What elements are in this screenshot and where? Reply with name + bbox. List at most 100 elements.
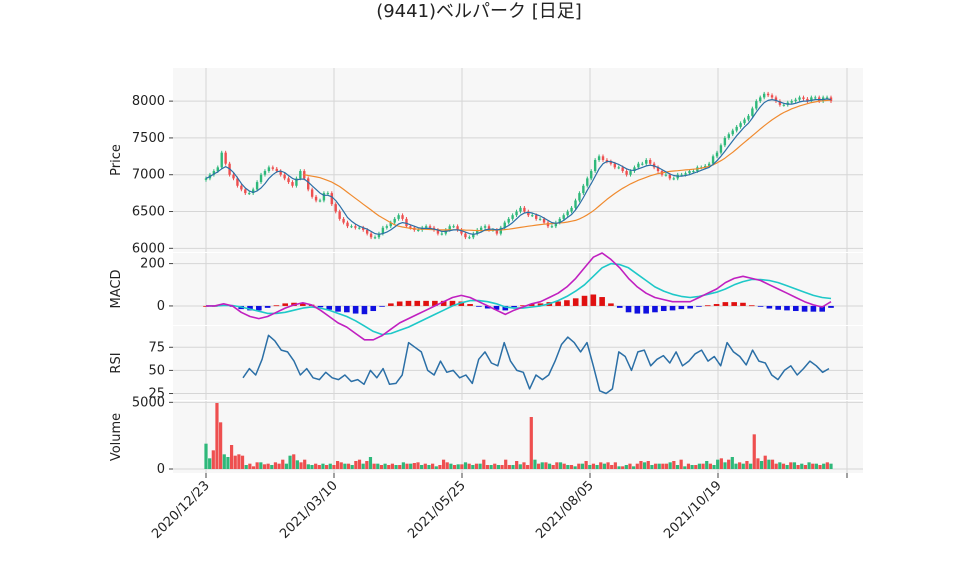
macd-hist-bar (344, 305, 350, 313)
volume-bar (763, 455, 767, 469)
x-tick-label: 2021/03/10 (277, 478, 341, 542)
macd-hist-bar (784, 305, 790, 311)
volume-bar (507, 465, 511, 469)
candle-body (747, 115, 750, 120)
volume-bar (240, 455, 245, 469)
candle-body (641, 163, 644, 165)
volume-bar (288, 455, 292, 469)
candle-body (263, 171, 267, 175)
macd-hist-bar (458, 301, 465, 306)
macd-hist-bar (423, 300, 429, 306)
volume-bar (317, 465, 321, 469)
y-tick-label: 5000 (132, 395, 165, 410)
chart-title: (9441)ベルパーク [日足] (376, 1, 582, 22)
candle-body (310, 189, 314, 197)
volume-bar (701, 463, 705, 469)
macd-hist-bar (590, 294, 597, 306)
volume-bar (719, 458, 723, 469)
y-axis-label: RSI (109, 352, 124, 373)
candle-body (334, 204, 337, 212)
volume-bar (339, 462, 343, 469)
volume-bar (759, 461, 764, 469)
volume-bar (610, 465, 614, 469)
macd-hist-bar (370, 305, 377, 312)
macd-hist-bar (731, 302, 737, 306)
volume-bar (463, 462, 468, 469)
candle-body (479, 227, 483, 230)
candle-body (814, 97, 817, 99)
volume-bar (529, 417, 533, 469)
macd-hist-bar (828, 305, 834, 308)
volume-bar (368, 457, 373, 469)
volume-bar (467, 463, 471, 469)
volume-bar (489, 465, 493, 469)
y-tick-label: 0 (157, 462, 165, 477)
volume-bar (668, 462, 672, 469)
macd-hist-bar (493, 305, 500, 310)
macd-hist-bar (361, 305, 368, 315)
volume-bar (299, 462, 303, 469)
volume-bar (650, 465, 654, 469)
candle-body (342, 218, 345, 223)
candle-body (633, 167, 636, 172)
volume-bar (537, 463, 541, 469)
candle-body (350, 226, 353, 228)
x-tick-label: 2020/12/23 (149, 478, 213, 542)
candle-body (224, 152, 227, 164)
macd-hist-bar (326, 305, 333, 310)
volume-bar (376, 463, 380, 469)
candle-body (476, 229, 479, 234)
macd-hist-bar (704, 305, 711, 307)
candle-body (523, 207, 526, 212)
macd-hist-bar (388, 303, 394, 306)
volume-bar (244, 465, 248, 469)
y-tick-label: 7000 (132, 168, 165, 183)
candle-body (299, 171, 302, 179)
rsi-line (242, 334, 830, 395)
y-axis-label: Price (109, 144, 124, 176)
candle-body (593, 160, 597, 172)
volume-bar (292, 454, 296, 469)
volume-bar (675, 465, 680, 469)
candle-body (609, 161, 613, 164)
macd-hist-bar (414, 300, 421, 306)
candle-body (727, 134, 730, 138)
volume-bar (639, 461, 643, 469)
volume-bar (379, 465, 384, 469)
candle-body (743, 119, 746, 124)
volume-bar (756, 458, 760, 469)
macd-hist-bar (748, 305, 755, 307)
volume-bar (496, 465, 500, 469)
macd-hist-bar (766, 305, 773, 309)
volume-bar (354, 461, 358, 469)
candle-body (645, 160, 648, 164)
macd-hist-bar (317, 305, 324, 308)
candle-body (314, 196, 318, 201)
macd-hist-bar (616, 305, 623, 308)
candle-body (605, 160, 609, 162)
volume-bar (584, 461, 588, 469)
volume-bar (716, 459, 720, 469)
volume-bar (562, 463, 566, 469)
candle-body (487, 226, 491, 230)
volume-bar (445, 462, 449, 469)
candle-body (369, 233, 373, 238)
volume-bar (456, 464, 460, 469)
candle-body (656, 167, 660, 172)
volume-bar (215, 403, 219, 469)
candle-body (295, 178, 298, 186)
macd-hist-bar (572, 298, 579, 306)
candle-body (248, 193, 251, 195)
candle-body (707, 163, 711, 166)
volume-bar (441, 459, 446, 469)
volume-bar (434, 466, 438, 469)
candle-body (704, 165, 707, 168)
volume-bar (452, 465, 457, 469)
volume-bar (566, 465, 570, 469)
volume-bar (580, 463, 585, 469)
macd-hist-bar (352, 305, 359, 314)
volume-bar (807, 462, 811, 469)
volume-bar (825, 462, 829, 469)
volume-bar (401, 462, 405, 469)
candle-body (637, 163, 640, 168)
